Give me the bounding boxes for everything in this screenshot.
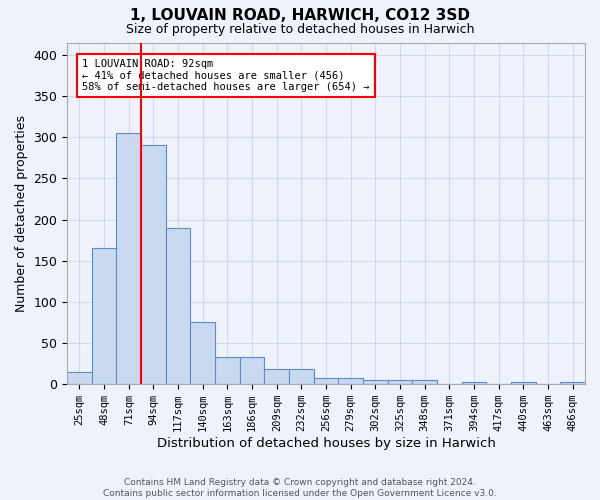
- Bar: [166, 228, 190, 384]
- Bar: [92, 248, 116, 384]
- Text: Size of property relative to detached houses in Harwich: Size of property relative to detached ho…: [126, 22, 474, 36]
- Text: 1 LOUVAIN ROAD: 92sqm
← 41% of detached houses are smaller (456)
58% of semi-det: 1 LOUVAIN ROAD: 92sqm ← 41% of detached …: [82, 59, 370, 92]
- Bar: [511, 382, 536, 384]
- Bar: [116, 133, 141, 384]
- Bar: [265, 368, 289, 384]
- Bar: [338, 378, 363, 384]
- Y-axis label: Number of detached properties: Number of detached properties: [15, 115, 28, 312]
- Bar: [289, 368, 314, 384]
- Bar: [462, 382, 487, 384]
- Bar: [560, 382, 585, 384]
- Bar: [363, 380, 388, 384]
- Bar: [412, 380, 437, 384]
- Bar: [190, 322, 215, 384]
- Text: 1, LOUVAIN ROAD, HARWICH, CO12 3SD: 1, LOUVAIN ROAD, HARWICH, CO12 3SD: [130, 8, 470, 22]
- Bar: [141, 146, 166, 384]
- Bar: [388, 380, 412, 384]
- Bar: [240, 357, 265, 384]
- Bar: [314, 378, 338, 384]
- Text: Contains HM Land Registry data © Crown copyright and database right 2024.
Contai: Contains HM Land Registry data © Crown c…: [103, 478, 497, 498]
- X-axis label: Distribution of detached houses by size in Harwich: Distribution of detached houses by size …: [157, 437, 496, 450]
- Bar: [215, 357, 240, 384]
- Bar: [67, 372, 92, 384]
